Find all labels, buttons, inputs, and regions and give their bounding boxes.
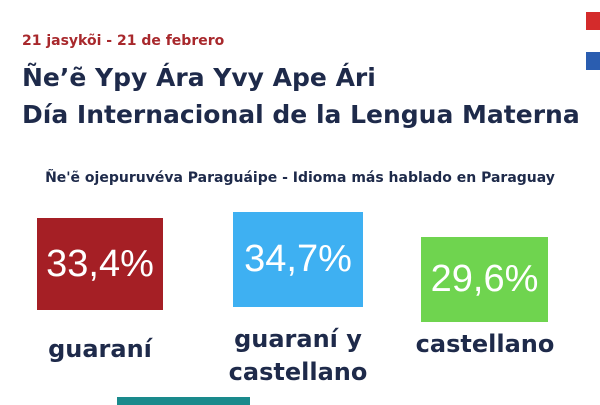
stat-label: castellano — [405, 328, 565, 361]
label-line: guaraní — [48, 335, 152, 363]
stat-box: 33,4% — [37, 218, 163, 310]
flag-blue — [586, 52, 600, 70]
title-line: Día Internacional de la Lengua Materna — [22, 100, 580, 129]
stat-box: 34,7% — [233, 212, 363, 307]
date: 21 jasykõi - 21 de febrero — [22, 33, 225, 49]
decor-bar — [117, 397, 250, 405]
stat-box: 29,6% — [421, 237, 548, 322]
label-line: castellano — [415, 330, 555, 358]
label-line: guaraní y — [234, 325, 362, 353]
label-line: castellano — [228, 358, 368, 386]
flag-red — [586, 12, 600, 30]
stat-label: guaraní y castellano — [213, 323, 383, 389]
subtitle: Ñe'ẽ ojepuruvéva Paraguáipe - Idioma más… — [45, 170, 555, 186]
stat-label: guaraní — [20, 333, 180, 366]
title-line: Ñe’ẽ Ypy Ára Yvy Ape Ári — [22, 63, 376, 92]
